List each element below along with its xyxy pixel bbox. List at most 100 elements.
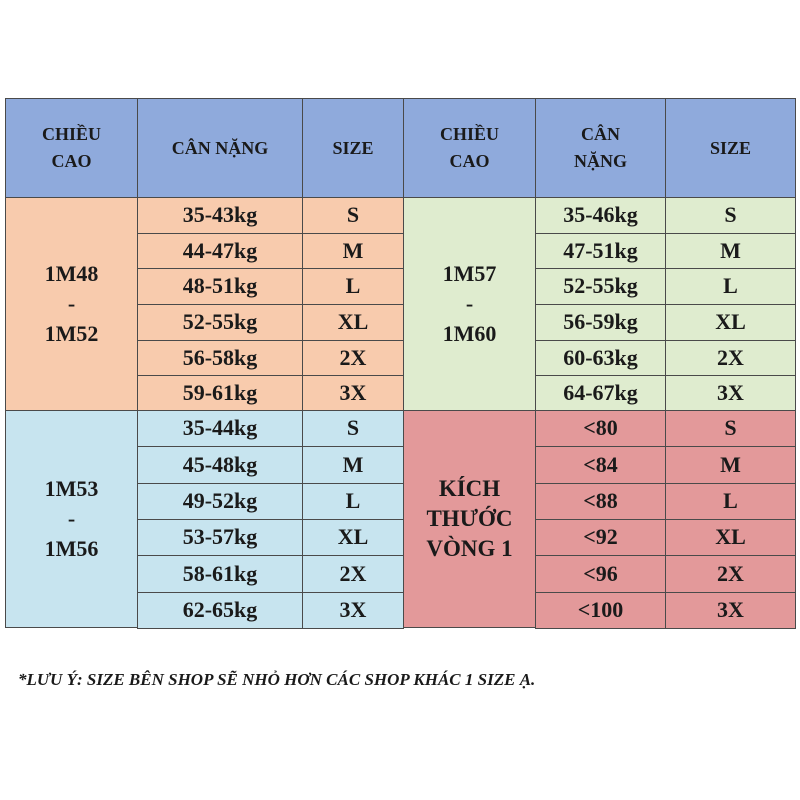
range-cell: 49-52kg [137, 482, 303, 520]
size-cell: M [665, 232, 796, 270]
cell-text: XL [715, 309, 746, 335]
cell-text: XL [715, 524, 746, 550]
cell-text: 60-63kg [563, 344, 638, 370]
size-cell: 3X [302, 591, 404, 629]
size-cell: XL [302, 304, 404, 341]
size-cell: L [665, 268, 796, 305]
cell-text: CÂN NẶNG [171, 137, 269, 158]
range-cell: 52-55kg [535, 268, 666, 305]
cell-text: SIZE [332, 137, 374, 158]
group-label: KÍCH THƯỚC VÒNG 1 [403, 410, 536, 628]
cell-text: <100 [577, 597, 624, 623]
size-cell: XL [665, 519, 796, 557]
cell-text: VÒNG 1 [426, 535, 513, 561]
cell-text: 62-65kg [182, 597, 258, 623]
group-label: 1M48 - 1M52 [5, 197, 138, 411]
range-cell: <88 [535, 482, 666, 520]
header-cell: CÂN NẶNG [137, 98, 303, 198]
cell-text: 3X [339, 597, 367, 623]
cell-text: L [723, 488, 738, 514]
cell-text: 47-51kg [563, 237, 638, 263]
group-label: 1M57 - 1M60 [403, 197, 536, 411]
cell-text: 1M52 [44, 320, 99, 346]
size-cell: S [665, 410, 796, 448]
cell-text: 2X [339, 560, 367, 586]
cell-text: 56-58kg [182, 344, 258, 370]
cell-text: 58-61kg [182, 560, 258, 586]
size-cell: L [302, 482, 404, 520]
cell-text: <84 [583, 451, 618, 477]
header-cell: CÂN NẶNG [535, 98, 666, 198]
cell-text: S [346, 415, 360, 441]
cell-text: M [342, 451, 364, 477]
size-cell: 2X [302, 339, 404, 377]
size-cell: L [665, 482, 796, 520]
cell-text: CÂN [581, 124, 620, 144]
size-cell: 2X [302, 555, 404, 593]
cell-text: S [346, 202, 360, 228]
range-cell: 47-51kg [535, 232, 666, 270]
range-cell: 52-55kg [137, 304, 303, 341]
cell-text: 56-59kg [563, 309, 638, 335]
cell-text: S [724, 415, 737, 441]
range-cell: <92 [535, 519, 666, 557]
cell-text: THƯỚC [426, 506, 513, 532]
cell-text: NẶNG [574, 151, 627, 171]
cell-text: 48-51kg [182, 273, 258, 299]
size-cell: 2X [665, 555, 796, 593]
cell-text: M [342, 237, 364, 263]
cell-text: 59-61kg [182, 380, 258, 406]
size-cell: XL [302, 519, 404, 557]
cell-text: - [67, 291, 76, 317]
range-cell: 48-51kg [137, 268, 303, 305]
cell-text: 45-48kg [182, 451, 258, 477]
size-cell: 3X [665, 375, 796, 412]
cell-text: 44-47kg [182, 237, 258, 263]
cell-text: 64-67kg [563, 380, 638, 406]
range-cell: 35-43kg [137, 197, 303, 234]
cell-text: XL [337, 309, 369, 335]
cell-text: CAO [449, 151, 490, 171]
range-cell: 59-61kg [137, 375, 303, 412]
range-cell: <96 [535, 555, 666, 593]
cell-text: 3X [717, 380, 744, 406]
range-cell: 56-59kg [535, 304, 666, 341]
size-cell: 3X [665, 591, 796, 629]
cell-text: 3X [717, 597, 744, 623]
size-cell: 3X [302, 375, 404, 412]
cell-text: <92 [583, 524, 618, 550]
cell-text: L [345, 273, 361, 299]
range-cell: 58-61kg [137, 555, 303, 593]
group-label: 1M53 - 1M56 [5, 410, 138, 628]
range-cell: <80 [535, 410, 666, 448]
cell-text: CHIỀU [439, 124, 499, 144]
cell-text: SIZE [709, 137, 752, 158]
range-cell: 64-67kg [535, 375, 666, 412]
cell-text: 35-44kg [182, 415, 258, 441]
cell-text: <96 [583, 560, 618, 586]
header-cell: CHIỀU CAO [5, 98, 138, 198]
cell-text: 1M48 [44, 261, 99, 287]
cell-text: 2X [717, 560, 744, 586]
range-cell: 53-57kg [137, 519, 303, 557]
cell-text: 1M53 [44, 476, 99, 502]
size-cell: M [302, 232, 404, 270]
cell-text: 3X [339, 380, 367, 406]
range-cell: <84 [535, 446, 666, 484]
size-cell: S [302, 410, 404, 448]
size-cell: S [665, 197, 796, 234]
cell-text: - [67, 506, 76, 532]
cell-text: <88 [583, 488, 618, 514]
range-cell: 62-65kg [137, 591, 303, 629]
cell-text: M [720, 451, 741, 477]
note: *LƯU Ý: SIZE BÊN SHOP SẼ NHỎ HƠN CÁC SHO… [18, 670, 536, 689]
range-cell: <100 [535, 591, 666, 629]
header-cell: SIZE [665, 98, 796, 198]
size-cell: L [302, 268, 404, 305]
size-cell: S [302, 197, 404, 234]
range-cell: 44-47kg [137, 232, 303, 270]
cell-text: KÍCH [438, 476, 501, 502]
cell-text: CAO [51, 151, 92, 171]
header-cell: SIZE [302, 98, 404, 198]
